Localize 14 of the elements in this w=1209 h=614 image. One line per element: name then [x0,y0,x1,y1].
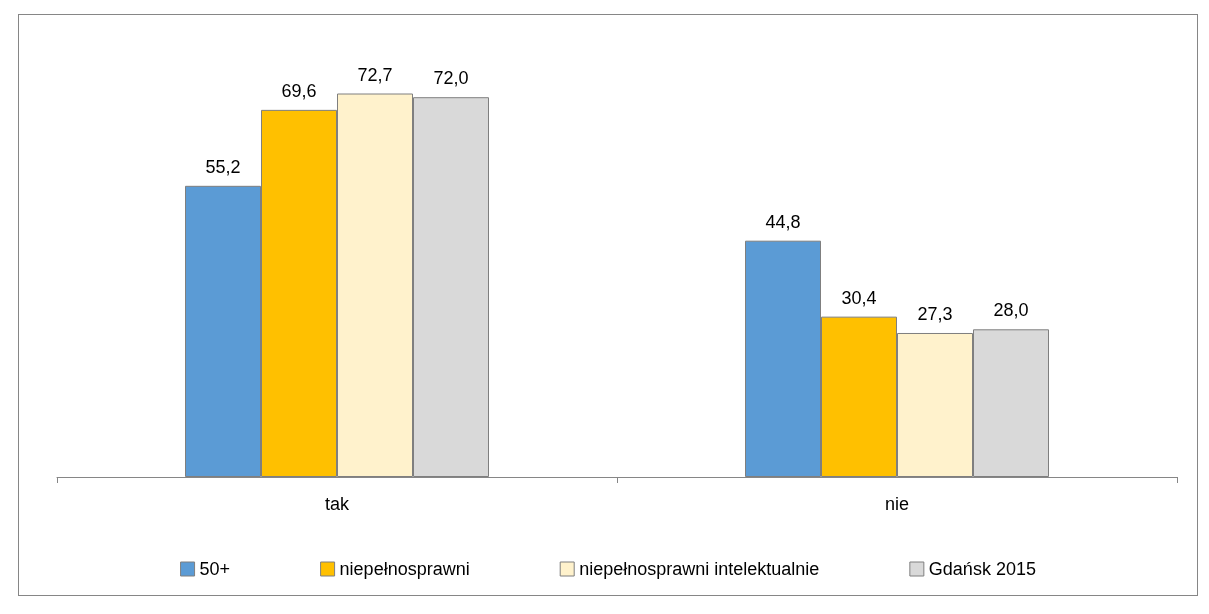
data-label: 28,0 [993,300,1029,321]
legend-label: niepełnosprawni intelektualnie [579,559,820,579]
legend-label: niepełnosprawni [339,559,470,579]
data-label: 72,0 [433,68,469,89]
data-label: 72,7 [357,64,393,85]
x-tick-label: nie [884,494,910,514]
data-label: 69,6 [281,80,317,101]
data-label: 27,3 [917,303,953,324]
data-label: 30,4 [841,287,877,308]
legend-label: Gdańsk 2015 [928,559,1036,579]
legend-label: 50+ [199,559,231,579]
data-label: 44,8 [765,211,801,232]
x-tick-label: tak [324,494,350,514]
data-label: 55,2 [205,156,241,177]
